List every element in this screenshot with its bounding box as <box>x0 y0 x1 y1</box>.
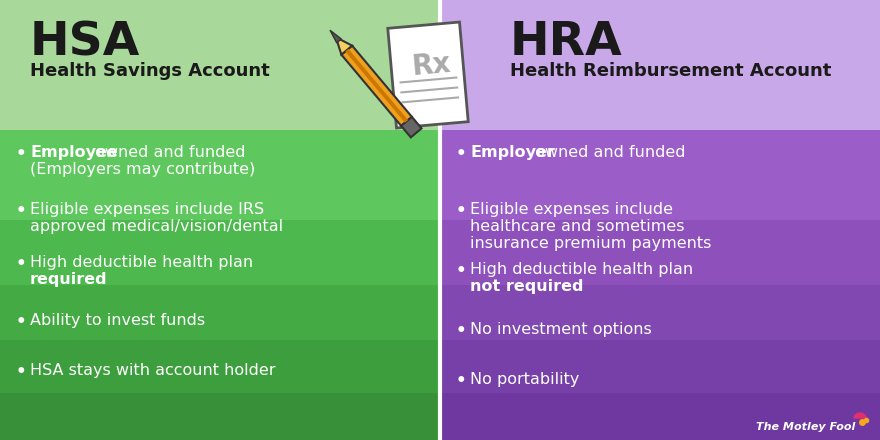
Text: •: • <box>16 255 26 273</box>
Text: Employee: Employee <box>30 145 118 160</box>
Bar <box>0 220 440 285</box>
Text: •: • <box>456 202 466 220</box>
Bar <box>440 130 880 220</box>
Text: Eligible expenses include IRS: Eligible expenses include IRS <box>30 202 264 217</box>
Text: No investment options: No investment options <box>470 322 652 337</box>
Text: owned and funded: owned and funded <box>530 145 686 160</box>
Bar <box>440 340 880 393</box>
Text: insurance premium payments: insurance premium payments <box>470 236 711 251</box>
Text: •: • <box>16 145 26 163</box>
Bar <box>0 340 440 393</box>
Bar <box>440 220 880 285</box>
Text: •: • <box>16 313 26 331</box>
Text: No portability: No portability <box>470 372 579 387</box>
Polygon shape <box>401 117 422 137</box>
Text: HRA: HRA <box>510 20 623 65</box>
Text: Employer: Employer <box>470 145 555 160</box>
Bar <box>0 285 440 340</box>
Text: HSA stays with account holder: HSA stays with account holder <box>30 363 275 378</box>
Text: owned and funded: owned and funded <box>90 145 246 160</box>
Text: not required: not required <box>470 279 583 294</box>
Bar <box>440 285 880 340</box>
Text: •: • <box>16 202 26 220</box>
Bar <box>0 130 440 220</box>
Text: •: • <box>16 363 26 381</box>
Text: approved medical/vision/dental: approved medical/vision/dental <box>30 219 283 234</box>
Text: Health Reimbursement Account: Health Reimbursement Account <box>510 62 832 80</box>
Text: Ability to invest funds: Ability to invest funds <box>30 313 205 328</box>
Bar <box>440 393 880 440</box>
Polygon shape <box>330 30 341 43</box>
Text: required: required <box>30 272 107 287</box>
Text: (Employers may contribute): (Employers may contribute) <box>30 162 255 177</box>
Polygon shape <box>388 22 468 128</box>
Bar <box>0 393 440 440</box>
Bar <box>440 0 880 130</box>
Text: The Motley Fool: The Motley Fool <box>756 422 855 432</box>
Text: Health Savings Account: Health Savings Account <box>30 62 270 80</box>
Text: •: • <box>456 145 466 163</box>
Polygon shape <box>345 49 408 123</box>
Text: •: • <box>456 262 466 280</box>
Text: •: • <box>456 372 466 390</box>
Text: healthcare and sometimes: healthcare and sometimes <box>470 219 685 234</box>
Text: •: • <box>456 322 466 340</box>
Polygon shape <box>336 37 352 55</box>
Text: High deductible health plan: High deductible health plan <box>470 262 693 277</box>
Polygon shape <box>341 46 412 126</box>
Text: HSA: HSA <box>30 20 141 65</box>
Polygon shape <box>854 413 866 418</box>
Bar <box>0 0 440 130</box>
Text: High deductible health plan: High deductible health plan <box>30 255 253 270</box>
Text: Rx: Rx <box>410 49 451 81</box>
Text: Eligible expenses include: Eligible expenses include <box>470 202 673 217</box>
